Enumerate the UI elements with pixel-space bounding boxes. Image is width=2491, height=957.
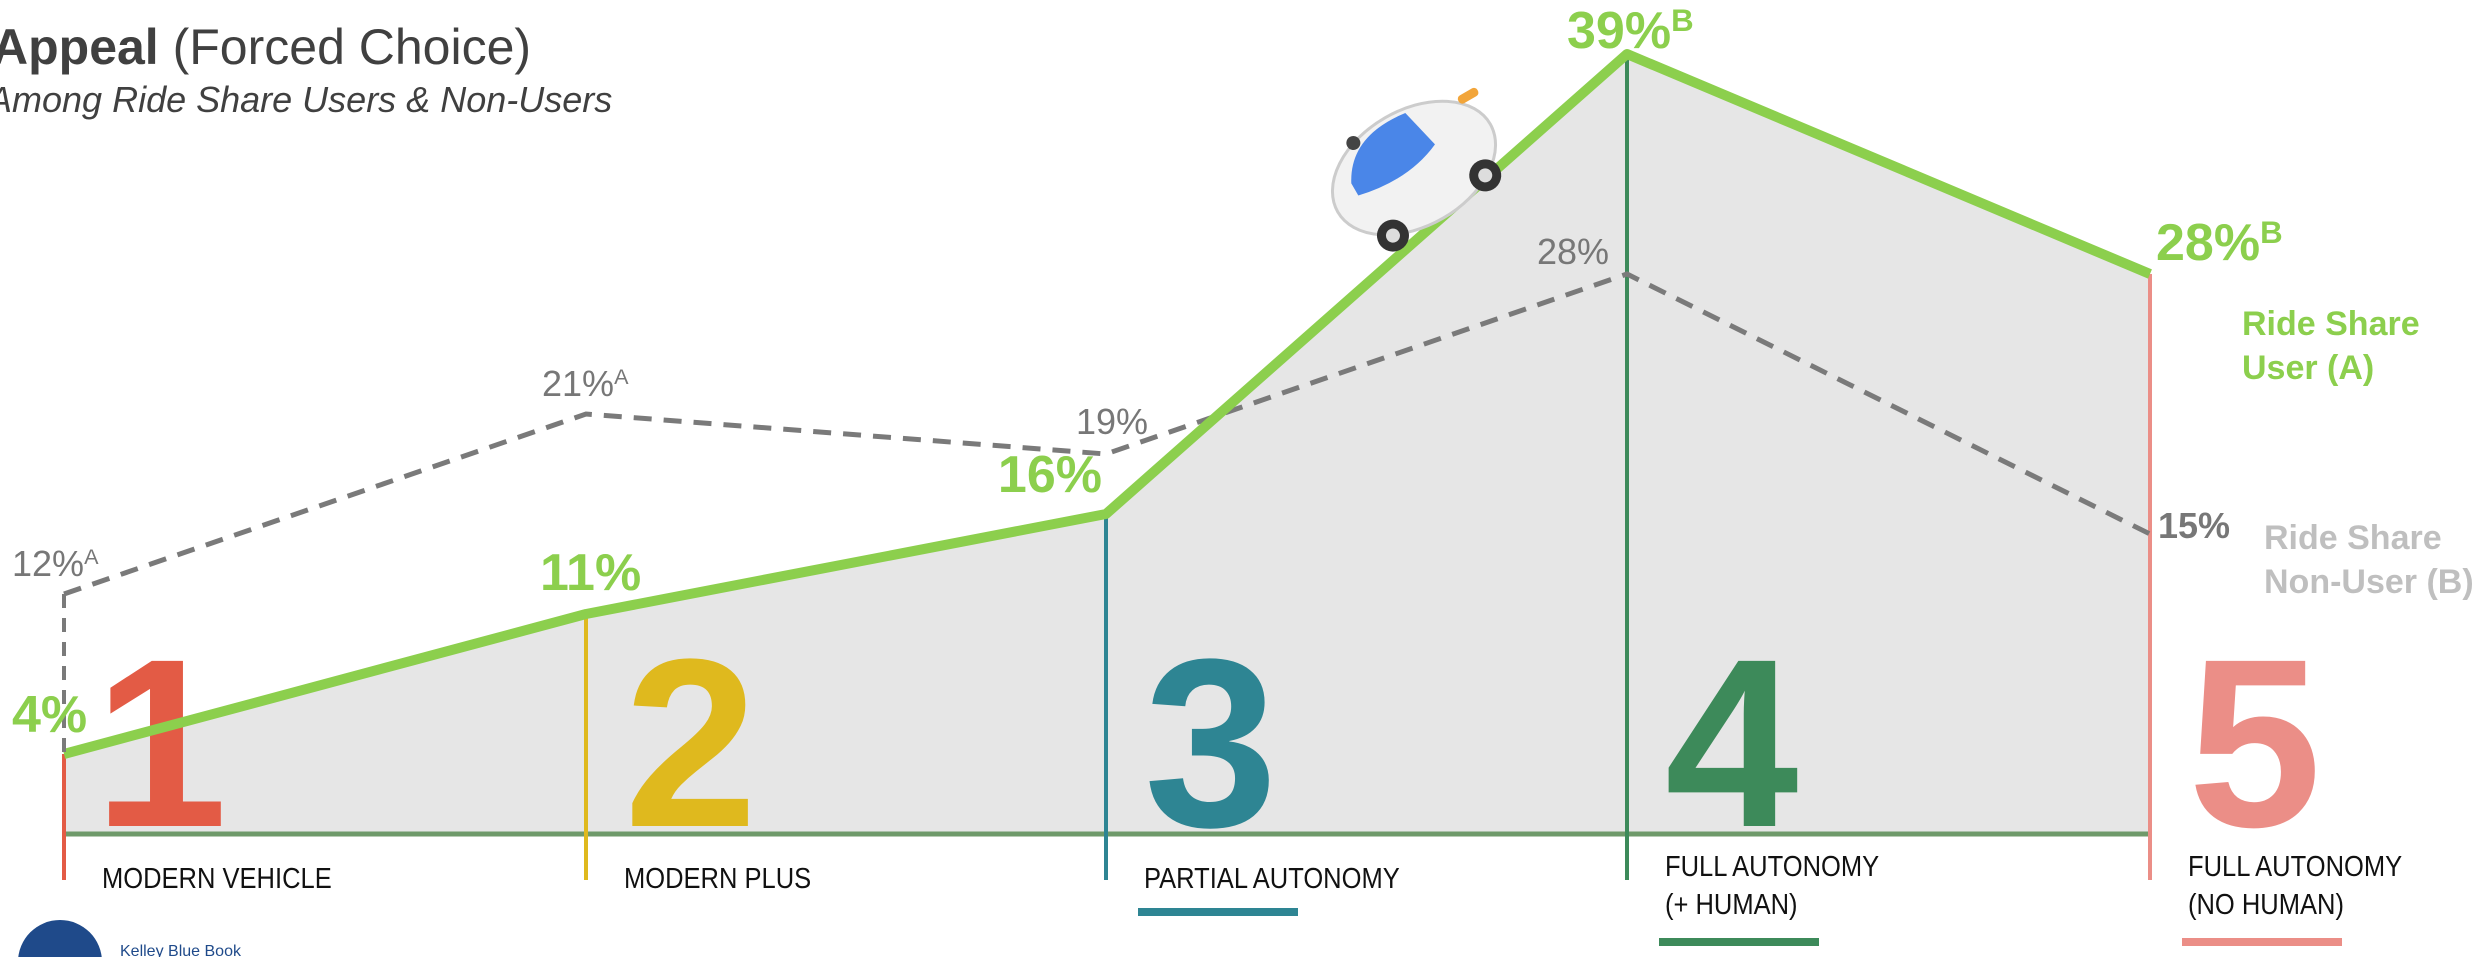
value-label: 39%B xyxy=(1567,2,1694,60)
category-underline xyxy=(1138,908,1298,916)
category-label: MODERN VEHICLE xyxy=(102,863,332,895)
value-label-text: 21% xyxy=(542,363,614,404)
title-note: (Forced Choice) xyxy=(173,19,531,75)
value-label-text: 39% xyxy=(1567,2,1671,60)
category-number: 2 xyxy=(624,609,757,877)
value-label: 15% xyxy=(2158,505,2230,546)
chart-subtitle: Among Ride Share Users & Non-Users xyxy=(0,79,612,120)
line-user xyxy=(62,49,2152,759)
value-label: 11% xyxy=(540,544,641,602)
line-non-user xyxy=(63,271,2152,597)
category-label: PARTIAL AUTONOMY xyxy=(1144,863,1400,895)
significance: B xyxy=(2260,215,2283,250)
category-label: FULL AUTONOMY (NO HUMAN) xyxy=(2188,851,2403,921)
value-label: 4% xyxy=(12,686,87,744)
value-label-text: 19% xyxy=(1076,401,1148,442)
value-label: 21%A xyxy=(542,363,629,404)
significance: A xyxy=(614,364,629,389)
value-label-text: 28% xyxy=(1537,231,1609,272)
car-icon xyxy=(1330,87,1502,252)
category-underline xyxy=(2182,938,2342,946)
chart-title: Appeal xyxy=(0,19,159,75)
logo: Kelley Blue Book xyxy=(18,920,242,957)
category-label: FULL AUTONOMY (+ HUMAN) xyxy=(1665,851,1880,921)
legend-non-user: Ride Share Non-User (B) xyxy=(2264,519,2474,601)
value-label-text: 28% xyxy=(2156,214,2260,272)
value-label: 12%A xyxy=(12,543,99,584)
chart-title-group: Appeal (Forced Choice) xyxy=(0,19,531,75)
category-underline xyxy=(1659,938,1819,946)
significance: A xyxy=(84,544,99,569)
value-label-text: 4% xyxy=(12,686,87,744)
value-label-text: 16% xyxy=(998,446,1102,504)
category-number: 5 xyxy=(2188,609,2321,877)
value-label: 28% xyxy=(1537,231,1609,272)
category-label: MODERN PLUS xyxy=(624,863,812,895)
category-number: 3 xyxy=(1144,609,1277,877)
legend-user: Ride Share User (A) xyxy=(2242,305,2420,387)
value-label-text: 11% xyxy=(540,544,641,602)
value-label: 28%B xyxy=(2156,214,2283,272)
value-label: 16% xyxy=(998,446,1102,504)
value-label-text: 15% xyxy=(2158,505,2230,546)
value-label-text: 12% xyxy=(12,543,84,584)
value-label: 19% xyxy=(1076,401,1148,442)
significance: B xyxy=(1671,3,1694,38)
category-number: 4 xyxy=(1665,609,1798,877)
logo-text: Kelley Blue Book xyxy=(120,943,242,957)
